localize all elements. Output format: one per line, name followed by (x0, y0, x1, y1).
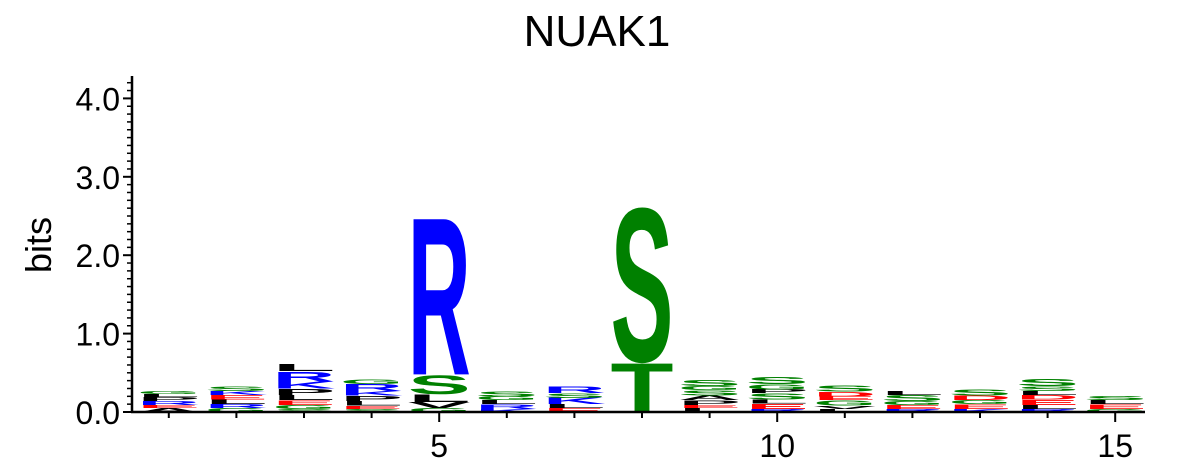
logo-letter-d: D (1016, 394, 1079, 401)
logo-letter-s: S (340, 408, 403, 413)
logo-letter-s: S (949, 388, 1012, 398)
y-tick-label: 4.0 (76, 81, 120, 117)
logo-letter-d: D (813, 391, 876, 398)
logo-letter-s: S (746, 375, 809, 386)
logo-letter-l: L (881, 390, 944, 396)
logo-letter-e: E (137, 404, 200, 409)
logo-letter-p: P (746, 388, 809, 394)
logo-letter-s: S (611, 162, 674, 408)
logo-letter-g: G (881, 400, 944, 406)
logo-letter-g: G (205, 407, 268, 413)
logo-letter-p: P (340, 394, 403, 403)
logo-letter-l: L (273, 362, 336, 373)
x-tick-label: 5 (430, 428, 448, 464)
y-tick-label: 3.0 (76, 160, 120, 196)
logo-letter-k: K (273, 380, 336, 391)
logo-letter-r: R (881, 408, 944, 413)
logo-letter-l: L (475, 399, 538, 405)
logo-letter-r: R (340, 382, 403, 393)
x-tick-label: 15 (1097, 428, 1133, 464)
logo-letter-g: G (813, 399, 876, 407)
logo-letter-r: R (543, 385, 606, 395)
y-tick-label: 2.0 (76, 238, 120, 274)
logo-letter-g: G (1084, 408, 1147, 413)
axes (130, 76, 1145, 414)
logo-letter-l: L (340, 400, 403, 407)
logo-letter-p: P (678, 399, 741, 406)
logo-letter-p: P (273, 387, 336, 397)
logo-letter-e: E (813, 395, 876, 401)
logo-letter-p: P (137, 396, 200, 402)
logo-letter-g: G (475, 395, 538, 401)
x-tick-label: 10 (759, 428, 795, 464)
logo-letter-e: E (273, 399, 336, 406)
logo-letter-s: S (205, 385, 268, 392)
logo-letter-s: S (1016, 377, 1079, 388)
logo-letter-r: R (205, 403, 268, 409)
logo-letter-s: S (475, 389, 538, 398)
ticks: 0.0 1.0 2.0 3.0 4.0 5 10 15 (76, 81, 1133, 464)
logo-letter-k: K (543, 396, 606, 406)
logo-letter-e: E (340, 405, 403, 410)
logo-letter-l: L (273, 393, 336, 401)
logo-letter-s: S (1084, 395, 1147, 401)
logo-letter-r: R (475, 403, 538, 410)
logo-letter-s: S (678, 389, 741, 398)
logo-letter-e: E (205, 394, 268, 401)
logo-letter-s: S (746, 392, 809, 402)
logo-letter-g: G (746, 383, 809, 391)
logo-letter-g: G (678, 385, 741, 391)
logo-letter-l: L (813, 408, 876, 413)
logo-letter-k: K (340, 390, 403, 397)
logo-letter-s: S (678, 378, 741, 388)
logo-letter-s: S (1016, 385, 1079, 392)
logo-letter-k: K (205, 390, 269, 396)
logo-letter-e: E (1016, 398, 1079, 407)
logo-letter-k: K (949, 408, 1013, 413)
logo-letter-g: G (340, 378, 403, 385)
logo-letter-e: E (678, 404, 741, 409)
logo-letter-l: L (678, 407, 741, 413)
logo-letter-s: S (408, 369, 471, 400)
logo-letter-r: R (408, 171, 471, 423)
logo-letter-d: D (949, 394, 1012, 401)
logo-letter-e: E (746, 402, 809, 411)
logo-letter-r: R (273, 369, 336, 385)
logo-letter-s: S (273, 408, 336, 413)
logo-letter-l: L (1084, 399, 1147, 405)
logo-letter-e: E (1084, 403, 1147, 410)
logo-letter-l: L (746, 399, 809, 405)
logo-letter-v: V (408, 400, 471, 410)
logo-letter-l: L (205, 398, 268, 405)
logo-letter-a: A (678, 394, 741, 401)
logo-letter-a: A (137, 407, 200, 413)
logo-letter-g: G (273, 404, 336, 410)
y-tick-label: 1.0 (76, 317, 120, 353)
y-axis-label: bits (18, 217, 59, 273)
logo-letter-s: S (881, 393, 944, 403)
logo-letter-l: L (408, 392, 471, 404)
logo-letter-r: R (137, 400, 200, 406)
logo-letter-l: L (137, 393, 200, 398)
logo-letter-g: G (137, 390, 200, 395)
logo-letter-k: K (475, 408, 539, 413)
logo-letter-e: E (543, 407, 606, 413)
logo-letter-g: G (408, 407, 471, 413)
logo-letter-l: L (543, 403, 606, 409)
logo-letter-e: E (949, 403, 1012, 410)
logo-letter-e: E (881, 404, 944, 410)
logo-letter-s: S (813, 384, 876, 394)
logo-letter-s: S (543, 392, 606, 399)
logo-letter-l: L (1016, 390, 1079, 396)
logo-letter-l: L (1016, 404, 1079, 410)
logo-letter-r: R (1016, 408, 1079, 413)
y-tick-label: 0.0 (76, 395, 120, 431)
logo-letter-v: V (813, 405, 876, 410)
logo-letter-r: R (746, 408, 809, 413)
chart-title: NUAK1 (524, 7, 671, 56)
logo-letter-g: G (949, 399, 1012, 405)
